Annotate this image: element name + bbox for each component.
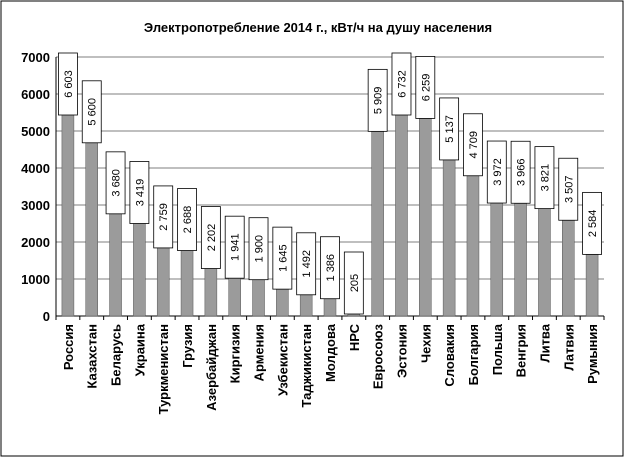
data-label: 3 419 — [134, 179, 146, 207]
data-label: 2 202 — [206, 224, 218, 252]
data-label: 5 137 — [444, 115, 456, 143]
x-tick-label: Россия — [61, 324, 76, 370]
data-label-box — [582, 191, 602, 255]
x-tick-label: Словакия — [442, 324, 457, 387]
y-tick-label: 4000 — [21, 161, 50, 176]
data-label-box — [177, 188, 197, 251]
data-label: 1 492 — [301, 250, 313, 278]
y-tick-label: 1000 — [21, 272, 50, 287]
data-label: 1 900 — [254, 235, 266, 263]
y-tick-label: 5000 — [21, 124, 50, 139]
x-tick-label: Туркменистан — [156, 324, 171, 414]
data-label: 4 709 — [468, 131, 480, 159]
data-label-box — [534, 146, 555, 210]
data-label: 3 821 — [539, 164, 551, 192]
data-label-box — [296, 232, 317, 296]
data-label: 3 507 — [563, 175, 575, 203]
data-label: 2 759 — [158, 203, 170, 231]
chart-title: Электропотребление 2014 г., кВт/ч на душ… — [144, 20, 492, 35]
data-label: 205 — [349, 274, 361, 292]
y-tick-label: 6000 — [21, 87, 50, 102]
data-label: 3 972 — [492, 158, 504, 186]
data-label: 1 386 — [325, 254, 337, 282]
data-label: 6 603 — [63, 70, 75, 98]
data-label-box — [343, 251, 364, 315]
x-tick-label: Польша — [490, 323, 505, 375]
data-label-box — [153, 185, 174, 249]
x-tick-label: Латвия — [561, 324, 576, 371]
data-label-box — [415, 56, 436, 119]
data-label: 5 600 — [87, 98, 99, 126]
data-label-box — [272, 226, 293, 290]
data-label-box — [248, 217, 269, 281]
x-tick-label: Болгария — [466, 324, 481, 385]
x-tick-label: Эстония — [394, 324, 409, 378]
y-tick-label: 7000 — [21, 50, 50, 65]
x-tick-label: Таджикистан — [299, 324, 314, 407]
data-label-box — [105, 151, 126, 215]
data-label-box — [367, 68, 388, 132]
data-label-box — [224, 215, 245, 279]
data-label-box — [558, 157, 579, 221]
bar — [419, 84, 432, 317]
data-label: 6 259 — [420, 74, 432, 102]
x-tick-label: Евросоюз — [371, 323, 386, 389]
data-label: 1 941 — [230, 233, 242, 261]
x-tick-label: Беларусь — [109, 324, 124, 386]
data-label-box — [129, 161, 150, 224]
x-tick-label: Венгрия — [514, 324, 529, 377]
data-label-box — [391, 52, 412, 116]
y-tick-label: 0 — [43, 309, 50, 324]
data-label: 6 732 — [396, 70, 408, 98]
x-tick-label: Армения — [252, 324, 267, 381]
data-label: 1 645 — [277, 244, 289, 272]
data-label-box — [439, 97, 460, 161]
x-tick-label: Чехия — [418, 324, 433, 363]
y-tick-label: 2000 — [21, 235, 50, 250]
data-label-box — [200, 206, 221, 269]
data-label-box — [320, 236, 340, 300]
x-tick-label: Казахстан — [85, 324, 100, 389]
x-tick-label: Киргизия — [228, 324, 243, 383]
x-tick-label: Литва — [537, 323, 552, 362]
data-label-box — [486, 140, 507, 204]
data-label-box — [463, 113, 483, 177]
data-label-box — [81, 80, 102, 144]
x-tick-label: НРС — [347, 323, 362, 351]
data-label-box — [58, 52, 78, 116]
data-label: 3 680 — [111, 169, 123, 197]
x-tick-label: Румыния — [585, 324, 600, 384]
data-label: 2 688 — [182, 206, 194, 234]
plot-area: 0 1000 2000 3000 4000 5000 6000 7000 Россия 6 603… — [21, 50, 605, 414]
x-tick-label: Азербайджан — [204, 324, 219, 411]
x-tick-label: Молдова — [323, 323, 338, 382]
x-tick-label: Украина — [132, 323, 147, 376]
data-label: 2 584 — [587, 210, 599, 238]
y-tick-label: 3000 — [21, 198, 50, 213]
x-tick-label: Грузия — [180, 324, 195, 368]
data-label: 3 966 — [516, 158, 528, 186]
data-label-box — [510, 140, 531, 204]
data-label: 5 909 — [373, 87, 385, 115]
x-tick-label: Узбекистан — [275, 324, 290, 396]
